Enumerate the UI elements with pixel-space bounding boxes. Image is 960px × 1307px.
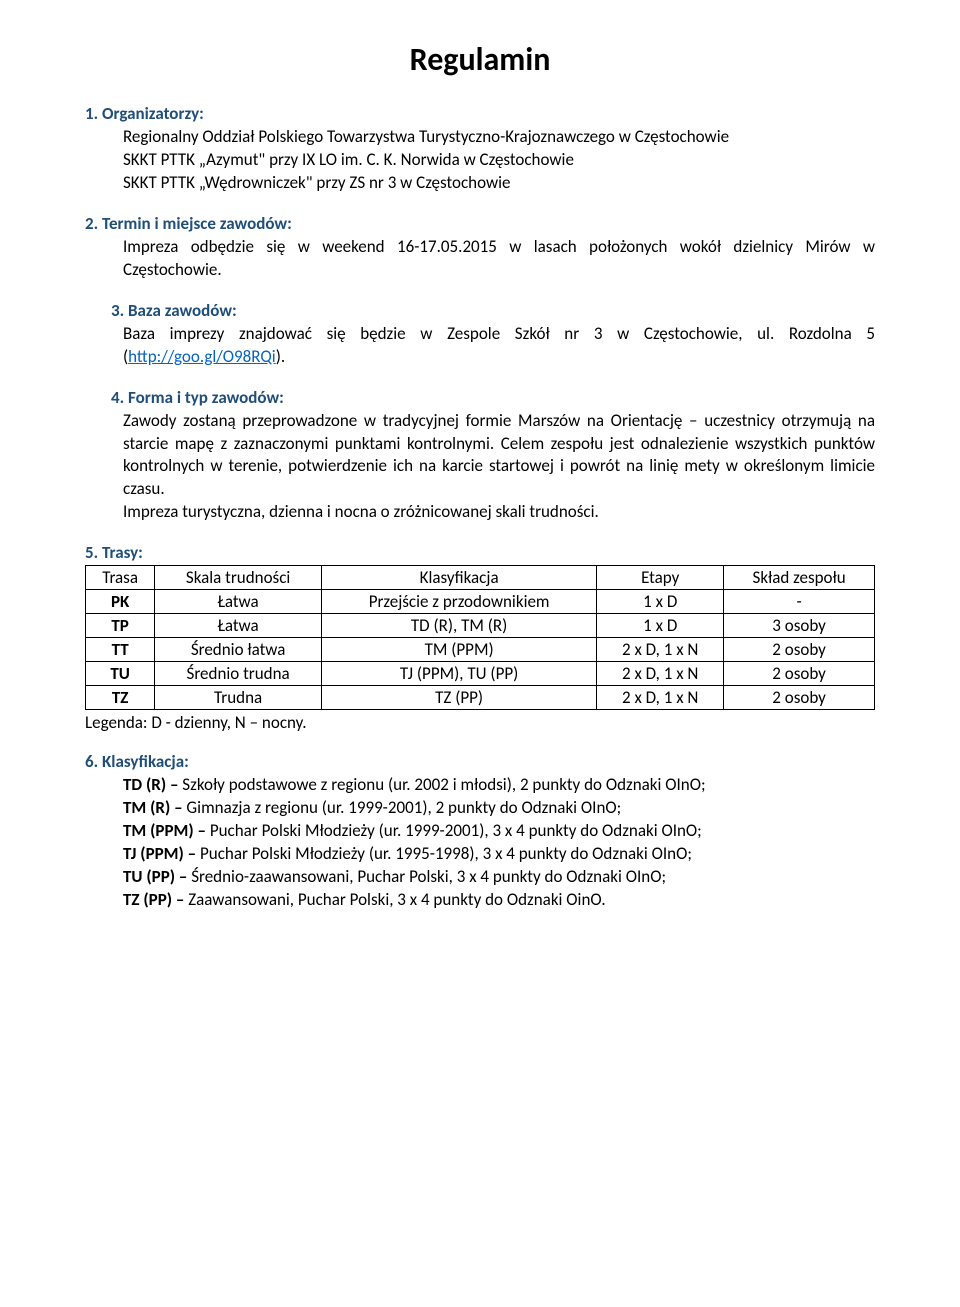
table-row: TT Średnio łatwa TM (PPM) 2 x D, 1 x N 2… (86, 638, 875, 662)
table-cell: 2 osoby (724, 638, 875, 662)
section-4-body: Zawody zostaną przeprowadzone w tradycyj… (111, 410, 875, 525)
table-row: PK Łatwa Przejście z przodownikiem 1 x D… (86, 590, 875, 614)
table-header-cell: Klasyfikacja (321, 566, 596, 590)
section-2-body: Impreza odbędzie się w weekend 16-17.05.… (85, 236, 875, 282)
text-span: Puchar Polski Młodzieży (ur. 1999-2001),… (206, 820, 702, 841)
code-label: TZ (PP) – (123, 889, 184, 910)
routes-table: Trasa Skala trudności Klasyfikacja Etapy… (85, 565, 875, 710)
table-cell: Przejście z przodownikiem (321, 590, 596, 614)
table-row: TZ Trudna TZ (PP) 2 x D, 1 x N 2 osoby (86, 686, 875, 710)
classification-line: TM (PPM) – Puchar Polski Młodzieży (ur. … (123, 820, 875, 843)
classification-line: TU (PP) – Średnio-zaawansowani, Puchar P… (123, 866, 875, 889)
section-routes: 5. Trasy: Trasa Skala trudności Klasyfik… (85, 542, 875, 733)
table-cell: TZ (86, 686, 155, 710)
section-5-heading: 5. Trasy: (85, 542, 875, 563)
table-cell: Łatwa (155, 614, 322, 638)
section-organizers: 1. Organizatorzy: Regionalny Oddział Pol… (85, 103, 875, 195)
code-label: TD (R) – (123, 774, 178, 795)
section-form-type: 4. Forma i typ zawodów: Zawody zostaną p… (111, 387, 875, 525)
table-cell: TP (86, 614, 155, 638)
text-span: Puchar Polski Młodzieży (ur. 1995-1998),… (196, 843, 692, 864)
table-row: TU Średnio trudna TJ (PPM), TU (PP) 2 x … (86, 662, 875, 686)
table-cell: 3 osoby (724, 614, 875, 638)
code-label: TM (R) – (123, 797, 183, 818)
document-title: Regulamin (85, 40, 875, 79)
table-cell: TT (86, 638, 155, 662)
table-header-cell: Skład zespołu (724, 566, 875, 590)
text-span: Gimnazja z regionu (ur. 1999-2001), 2 pu… (183, 797, 622, 818)
table-header-cell: Etapy (597, 566, 724, 590)
text-span: Szkoły podstawowe z regionu (ur. 2002 i … (178, 774, 705, 795)
section-term-place: 2. Termin i miejsce zawodów: Impreza odb… (85, 213, 875, 282)
legend-text: Legenda: D - dzienny, N – nocny. (85, 712, 875, 733)
text-span: Zaawansowani, Puchar Polski, 3 x 4 punkt… (184, 889, 605, 910)
section-6-body: TD (R) – Szkoły podstawowe z regionu (ur… (85, 774, 875, 912)
text-line: SKKT PTTK „Azymut" przy IX LO im. C. K. … (123, 149, 574, 170)
table-row: TP Łatwa TD (R), TM (R) 1 x D 3 osoby (86, 614, 875, 638)
table-cell: 1 x D (597, 614, 724, 638)
text-span: ). (276, 346, 285, 367)
text-paragraph: Zawody zostaną przeprowadzone w tradycyj… (123, 410, 875, 500)
section-3-heading: 3. Baza zawodów: (111, 300, 875, 321)
section-4-heading: 4. Forma i typ zawodów: (111, 387, 875, 408)
table-cell: 2 x D, 1 x N (597, 686, 724, 710)
code-label: TM (PPM) – (123, 820, 206, 841)
classification-line: TZ (PP) – Zaawansowani, Puchar Polski, 3… (123, 889, 875, 912)
classification-line: TM (R) – Gimnazja z regionu (ur. 1999-20… (123, 797, 875, 820)
table-cell: PK (86, 590, 155, 614)
table-cell: 1 x D (597, 590, 724, 614)
table-header-row: Trasa Skala trudności Klasyfikacja Etapy… (86, 566, 875, 590)
section-1-body: Regionalny Oddział Polskiego Towarzystwa… (85, 126, 875, 195)
table-header-cell: Trasa (86, 566, 155, 590)
base-link[interactable]: http://goo.gl/O98RQi (128, 346, 276, 367)
table-cell: Trudna (155, 686, 322, 710)
table-cell: TM (PPM) (321, 638, 596, 662)
table-header-cell: Skala trudności (155, 566, 322, 590)
table-cell: Średnio łatwa (155, 638, 322, 662)
table-cell: Łatwa (155, 590, 322, 614)
code-label: TJ (PPM) – (123, 843, 196, 864)
table-cell: - (724, 590, 875, 614)
table-cell: Średnio trudna (155, 662, 322, 686)
classification-line: TD (R) – Szkoły podstawowe z regionu (ur… (123, 774, 875, 797)
table-cell: TJ (PPM), TU (PP) (321, 662, 596, 686)
text-span: Średnio-zaawansowani, Puchar Polski, 3 x… (187, 866, 666, 887)
section-6-heading: 6. Klasyfikacja: (85, 751, 875, 772)
text-line: Regionalny Oddział Polskiego Towarzystwa… (123, 126, 729, 147)
section-3-body: Baza imprezy znajdować się będzie w Zesp… (111, 323, 875, 369)
table-cell: TD (R), TM (R) (321, 614, 596, 638)
classification-line: TJ (PPM) – Puchar Polski Młodzieży (ur. … (123, 843, 875, 866)
table-cell: 2 x D, 1 x N (597, 662, 724, 686)
section-2-heading: 2. Termin i miejsce zawodów: (85, 213, 875, 234)
table-cell: 2 osoby (724, 662, 875, 686)
table-cell: TU (86, 662, 155, 686)
text-line: SKKT PTTK „Wędrowniczek" przy ZS nr 3 w … (123, 172, 511, 193)
code-label: TU (PP) – (123, 866, 187, 887)
table-cell: 2 x D, 1 x N (597, 638, 724, 662)
section-base: 3. Baza zawodów: Baza imprezy znajdować … (111, 300, 875, 369)
document-page: Regulamin 1. Organizatorzy: Regionalny O… (0, 0, 960, 1307)
table-cell: TZ (PP) (321, 686, 596, 710)
text-paragraph: Impreza turystyczna, dzienna i nocna o z… (123, 501, 599, 522)
section-1-heading: 1. Organizatorzy: (85, 103, 875, 124)
section-classification: 6. Klasyfikacja: TD (R) – Szkoły podstaw… (85, 751, 875, 912)
table-cell: 2 osoby (724, 686, 875, 710)
